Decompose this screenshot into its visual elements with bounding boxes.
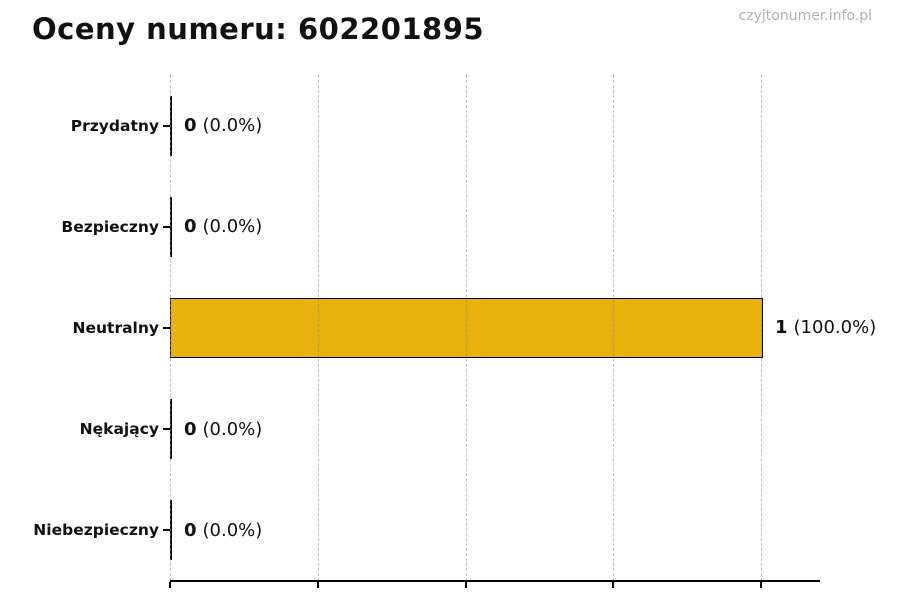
value-label: 0 (0.0%) xyxy=(184,216,262,237)
value-percent: (0.0%) xyxy=(202,418,263,440)
y-axis-tick xyxy=(163,124,170,127)
x-axis-tick xyxy=(316,582,319,588)
bar-row: 0 (0.0%) xyxy=(170,75,820,176)
bar-neutralny xyxy=(170,297,763,358)
bar-row: 1 (100.0%) xyxy=(170,277,876,378)
value-label: 1 (100.0%) xyxy=(775,317,876,338)
value-percent: (0.0%) xyxy=(202,519,263,541)
gridline xyxy=(465,75,467,581)
chart-title: Oceny numeru: 602201895 xyxy=(32,12,485,46)
x-axis-tick xyxy=(169,582,171,588)
x-axis-tick xyxy=(760,582,762,588)
y-axis-tick xyxy=(163,225,170,228)
bar-row: 0 (0.0%) xyxy=(170,176,820,277)
value-count: 0 xyxy=(184,519,197,541)
bar-row: 0 (0.0%) xyxy=(170,480,820,581)
gridline xyxy=(613,75,615,581)
category-label-row: Nękający xyxy=(0,379,170,480)
value-count: 0 xyxy=(184,418,197,440)
value-label: 0 (0.0%) xyxy=(184,419,262,440)
value-count: 1 xyxy=(775,317,788,339)
gridline xyxy=(317,75,319,581)
gridline xyxy=(170,75,171,581)
category-label-bezpieczny: Bezpieczny xyxy=(61,217,159,236)
value-count: 0 xyxy=(184,115,197,137)
value-percent: (100.0%) xyxy=(793,317,877,339)
category-label-row: Niebezpieczny xyxy=(0,480,170,581)
category-label-row: Bezpieczny xyxy=(0,176,170,277)
y-axis-tick xyxy=(163,428,170,431)
x-axis-tick xyxy=(464,582,467,588)
x-axis-line xyxy=(170,580,820,582)
y-axis-tick xyxy=(163,529,170,532)
value-percent: (0.0%) xyxy=(202,216,263,238)
category-label-przydatny: Przydatny xyxy=(70,116,159,135)
category-axis: Przydatny Bezpieczny Neutralny Nękający … xyxy=(0,75,170,581)
gridline xyxy=(761,75,762,581)
value-label: 0 (0.0%) xyxy=(184,520,262,541)
category-label-neutralny: Neutralny xyxy=(72,318,159,337)
category-label-niebezpieczny: Niebezpieczny xyxy=(33,521,159,540)
value-label: 0 (0.0%) xyxy=(184,115,262,136)
value-count: 0 xyxy=(184,216,197,238)
watermark-text: czyjtonumer.info.pl xyxy=(738,8,872,24)
plot-area: 0 (0.0%) 0 (0.0%) 1 (100.0%) 0 (0.0%) 0 (0.0% xyxy=(169,75,876,588)
y-axis-tick xyxy=(163,326,170,329)
x-axis-tick xyxy=(612,582,615,588)
category-label-row: Przydatny xyxy=(0,75,170,176)
bar-row: 0 (0.0%) xyxy=(170,379,820,480)
category-label-row: Neutralny xyxy=(0,277,170,378)
category-label-nekajacy: Nękający xyxy=(79,420,159,439)
value-percent: (0.0%) xyxy=(202,115,263,137)
